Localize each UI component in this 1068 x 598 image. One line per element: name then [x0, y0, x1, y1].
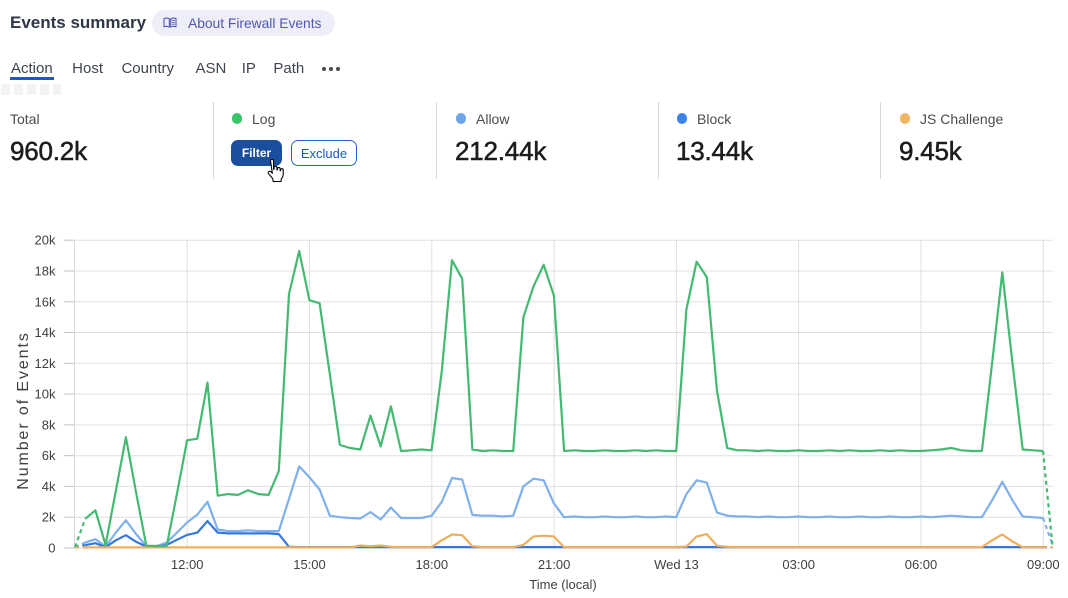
svg-text:Number of Events: Number of Events: [15, 331, 32, 489]
svg-text:10k: 10k: [35, 387, 56, 402]
svg-text:12k: 12k: [35, 356, 56, 371]
svg-text:4k: 4k: [42, 479, 56, 494]
svg-text:18:00: 18:00: [416, 557, 449, 572]
svg-text:8k: 8k: [42, 417, 56, 432]
svg-text:12:00: 12:00: [171, 557, 204, 572]
svg-text:15:00: 15:00: [293, 557, 326, 572]
svg-text:Time (local): Time (local): [529, 577, 596, 592]
svg-text:0: 0: [48, 541, 55, 556]
svg-text:14k: 14k: [35, 325, 56, 340]
svg-text:18k: 18k: [35, 264, 56, 279]
svg-text:03:00: 03:00: [782, 557, 815, 572]
svg-text:20k: 20k: [35, 233, 56, 248]
svg-text:2k: 2k: [42, 510, 56, 525]
svg-text:6k: 6k: [42, 448, 56, 463]
svg-text:09:00: 09:00: [1027, 557, 1060, 572]
svg-text:Wed 13: Wed 13: [654, 557, 699, 572]
svg-text:06:00: 06:00: [905, 557, 938, 572]
svg-text:16k: 16k: [35, 294, 56, 309]
svg-text:21:00: 21:00: [538, 557, 571, 572]
